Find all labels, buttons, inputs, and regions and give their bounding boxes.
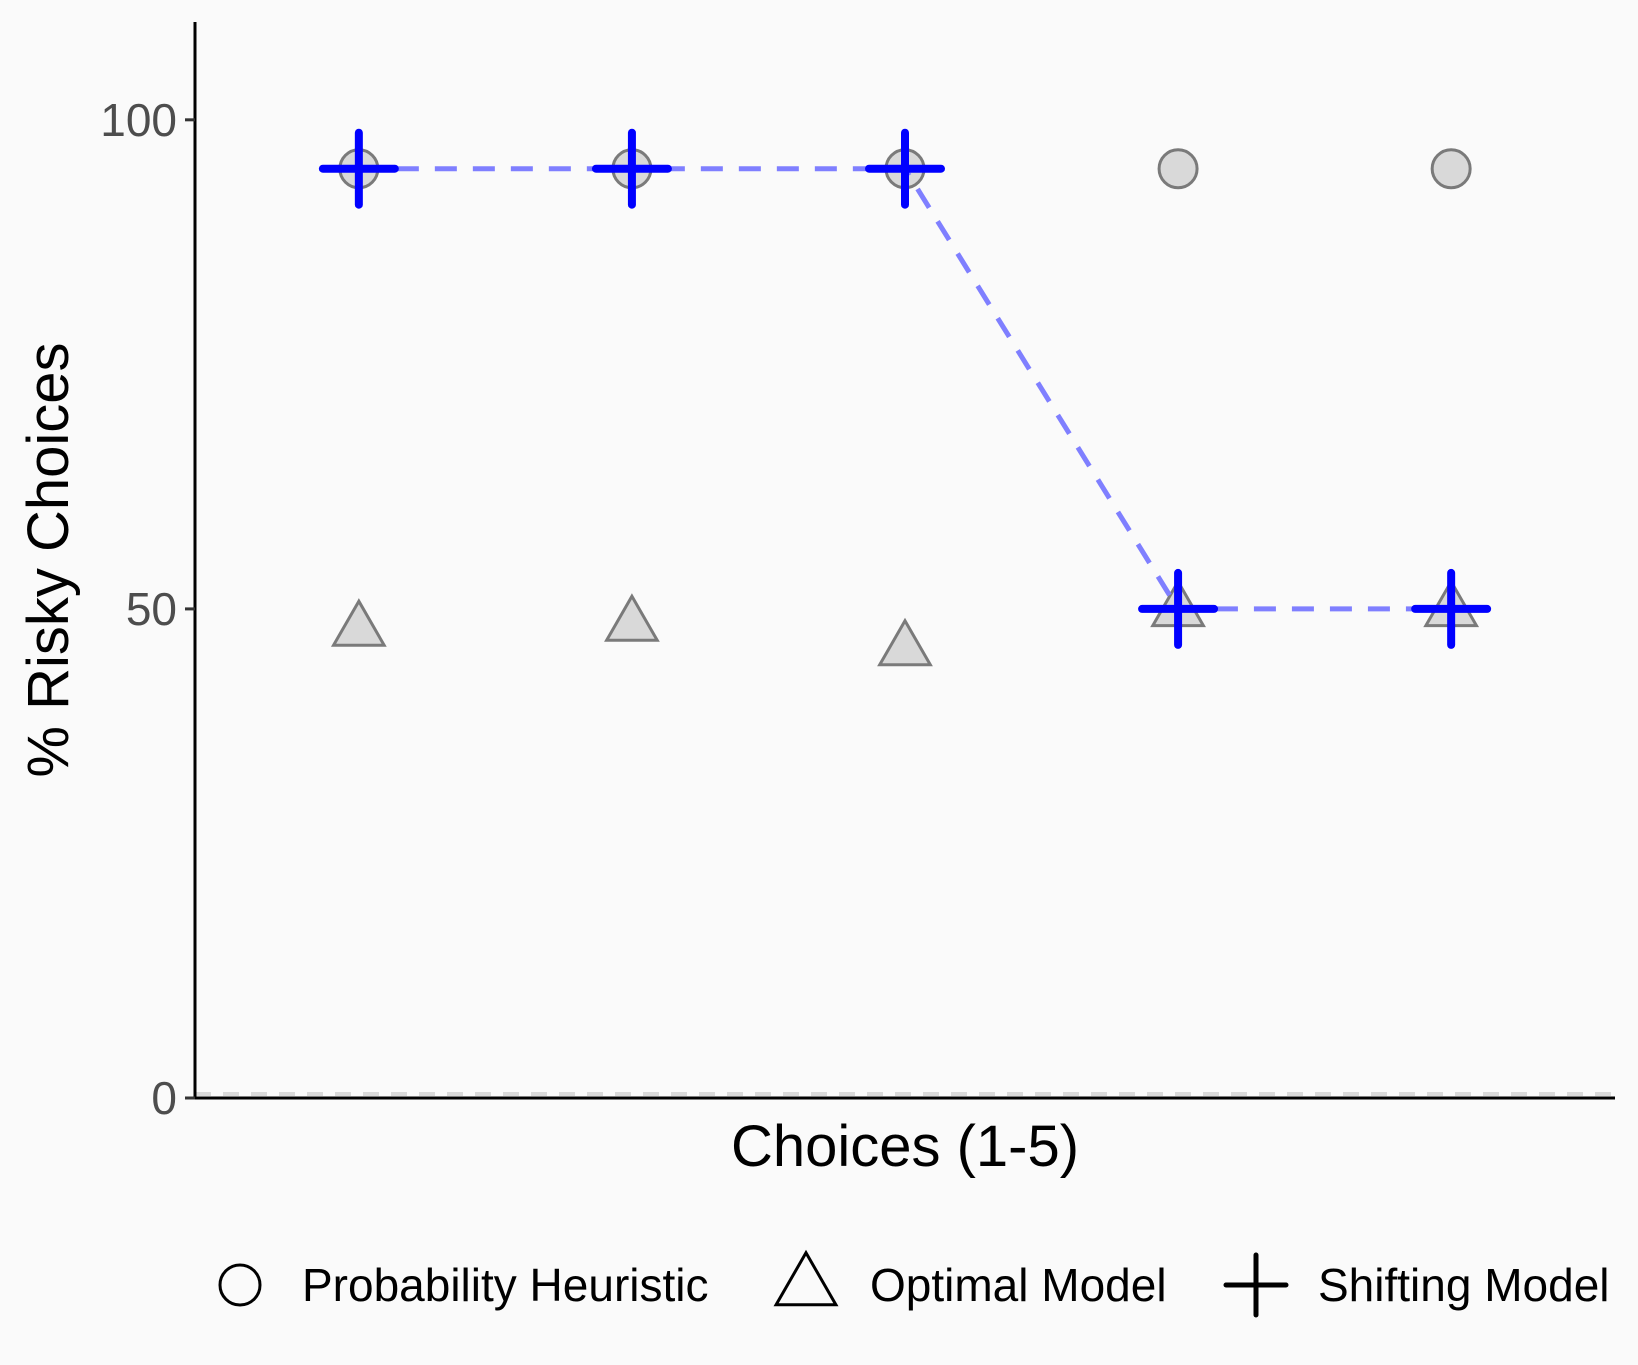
legend-item: Probability Heuristic	[218, 1259, 708, 1311]
legend-item: Optimal Model	[773, 1249, 1167, 1311]
axes	[193, 22, 1615, 1100]
x-axis-title: Choices (1-5)	[731, 1114, 1079, 1179]
legend-label: Shifting Model	[1318, 1259, 1610, 1311]
optimal-model-point	[877, 617, 933, 667]
shifting-model-point	[865, 128, 945, 209]
optimal-model-point	[330, 598, 387, 647]
shifting-model-point	[1411, 568, 1492, 649]
legend-key-triangle-icon	[773, 1249, 839, 1307]
shifting-model-point	[318, 128, 399, 209]
legend-item: Shifting Model	[1223, 1252, 1610, 1318]
legend-label: Probability Heuristic	[302, 1259, 708, 1311]
legend-key-circle-icon	[218, 1263, 262, 1307]
plot-area	[195, 128, 1615, 1096]
shifting-model-point	[1138, 568, 1219, 649]
optimal-model-point	[604, 593, 660, 642]
y-tick-label: 100	[100, 94, 177, 146]
y-tick-label: 0	[151, 1072, 177, 1124]
legend: Probability Heuristic Optimal Model Shifti…	[218, 1249, 1610, 1318]
y-axis-ticks: 0 50 100	[100, 94, 195, 1124]
shifting-model-point	[591, 128, 672, 209]
probability-heuristic-point	[1430, 148, 1472, 190]
y-tick-label: 50	[126, 583, 177, 635]
probability-heuristic-point	[1157, 148, 1199, 190]
legend-label: Optimal Model	[870, 1259, 1167, 1311]
y-axis-title: % Risky Choices	[16, 342, 81, 777]
legend-key-plus-icon	[1223, 1252, 1289, 1318]
